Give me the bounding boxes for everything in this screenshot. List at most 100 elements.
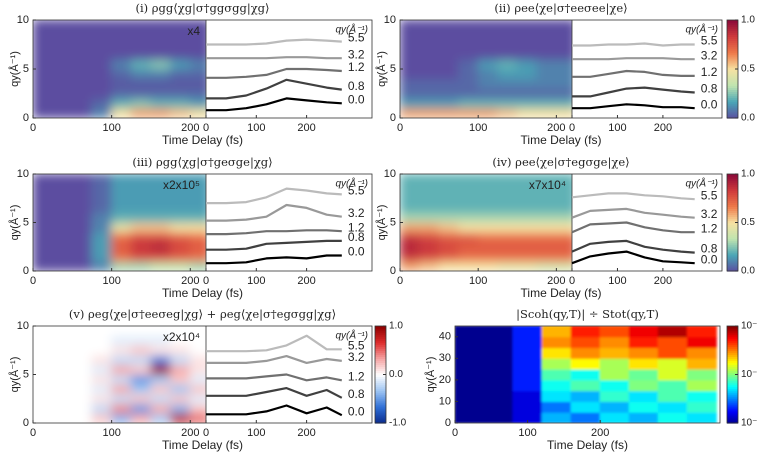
heatmap-cell	[455, 368, 485, 381]
heatmap-cell	[130, 412, 152, 423]
heatmap-cell	[555, 174, 572, 185]
heatmap-cell	[458, 222, 479, 233]
y-tick-label: 0	[23, 265, 29, 277]
heatmap-cell	[400, 202, 421, 214]
heatmap-cell	[657, 336, 688, 349]
colorbar-step	[727, 374, 738, 378]
heatmap-cell	[33, 107, 54, 118]
x-tick-label: 200	[591, 427, 609, 439]
heatmap-cell	[458, 97, 479, 109]
heatmap-cell	[570, 336, 601, 349]
heatmap-cell	[170, 212, 191, 223]
heatmap-cell	[497, 48, 518, 60]
heatmap-cell	[170, 364, 191, 375]
heatmap-cell	[71, 344, 93, 356]
colorbar-step	[727, 42, 738, 46]
x-axis-label: Time Delay (fs)	[162, 286, 243, 300]
heatmap-cell	[477, 251, 499, 262]
colorbar-step	[727, 342, 738, 345]
colorbar-step	[375, 350, 386, 353]
heatmap-cell	[541, 326, 572, 338]
heatmap-cell	[458, 58, 479, 70]
heatmap-cell	[52, 354, 73, 366]
heatmap-cell	[189, 335, 206, 346]
heatmap-cell	[189, 403, 206, 414]
heatmap-cell	[33, 403, 54, 414]
colorbar-step	[727, 180, 738, 183]
heatmap-cell	[438, 202, 460, 214]
colorbar-step	[727, 30, 738, 33]
heatmap-cell	[189, 412, 206, 423]
heatmap-cell	[71, 174, 93, 185]
heatmap-cell	[497, 251, 518, 262]
inset-legend-label: 0.0	[348, 245, 365, 259]
colorbar-step	[727, 206, 738, 209]
heatmap-cell	[71, 403, 93, 414]
colorbar-step	[727, 260, 738, 264]
colorbar-step	[727, 214, 738, 218]
heatmap-cell	[400, 251, 421, 262]
heatmap-cell	[33, 212, 54, 223]
x-axis-label: Time Delay (fs)	[547, 438, 628, 452]
heatmap-cell	[52, 39, 73, 50]
heatmap-cell	[71, 48, 93, 60]
inset-line	[206, 229, 342, 236]
colorbar-step	[727, 182, 738, 185]
y-tick-label: 10	[439, 395, 451, 407]
heatmap-cell	[71, 260, 93, 271]
heatmap-cell	[541, 357, 572, 370]
heatmap-cell	[189, 88, 206, 99]
colorbar-step	[727, 115, 738, 119]
heatmap-cell	[130, 403, 152, 414]
heatmap-cell	[91, 403, 113, 414]
colorbar-step	[727, 416, 738, 420]
heatmap	[400, 174, 572, 271]
colorbar-step	[727, 390, 738, 394]
heatmap-cell	[419, 78, 440, 90]
heatmap-cell	[455, 390, 485, 402]
heatmap-cell	[170, 393, 191, 405]
heatmap-cell	[170, 251, 191, 262]
heatmap-cell	[33, 374, 54, 385]
heatmap-cell	[170, 344, 191, 356]
inset-line	[206, 187, 342, 205]
colorbar-step	[375, 348, 386, 351]
heatmap-cell	[438, 97, 460, 109]
heatmap-cell	[91, 174, 113, 185]
heatmap-cell	[400, 97, 421, 109]
heatmap-cell	[458, 78, 479, 90]
heatmap-cell	[170, 29, 191, 41]
heatmap-cell	[71, 374, 93, 385]
heatmap-cell	[497, 97, 518, 109]
heatmap-cell	[91, 326, 113, 337]
colorbar-step	[375, 342, 386, 345]
colorbar-step	[727, 105, 738, 109]
colorbar-tick-label: 1.0	[741, 15, 755, 26]
heatmap-cell	[477, 260, 499, 271]
colorbar-step	[727, 54, 738, 58]
heatmap-cell	[516, 202, 538, 214]
heatmap-cell	[419, 39, 440, 50]
heatmap-cell	[71, 78, 93, 90]
colorbar-step	[727, 394, 738, 398]
heatmap-cell	[477, 97, 499, 109]
inset-legend-label: 1.2	[348, 220, 365, 234]
heatmap-cell	[438, 68, 460, 80]
heatmap-cell	[477, 212, 499, 223]
colorbar-step	[727, 69, 738, 72]
heatmap-cell	[536, 183, 557, 194]
heatmap-cell	[170, 383, 191, 395]
heatmap-cell	[52, 48, 73, 60]
colorbar-step	[727, 388, 738, 392]
inset-line	[571, 250, 695, 265]
heatmap-cell	[686, 357, 717, 370]
scale-annotation: x2x10⁵	[163, 178, 200, 192]
panel-title: (i) ρgg⟨χg|σ†ggσgg|χg⟩	[135, 1, 269, 16]
colorbar-step	[727, 190, 738, 193]
heatmap-cell	[130, 364, 152, 375]
heatmap-cell	[170, 48, 191, 60]
colorbar-step	[375, 388, 386, 392]
heatmap-cell	[33, 174, 54, 185]
heatmap-cell	[91, 231, 113, 243]
heatmap-cell	[516, 97, 538, 109]
